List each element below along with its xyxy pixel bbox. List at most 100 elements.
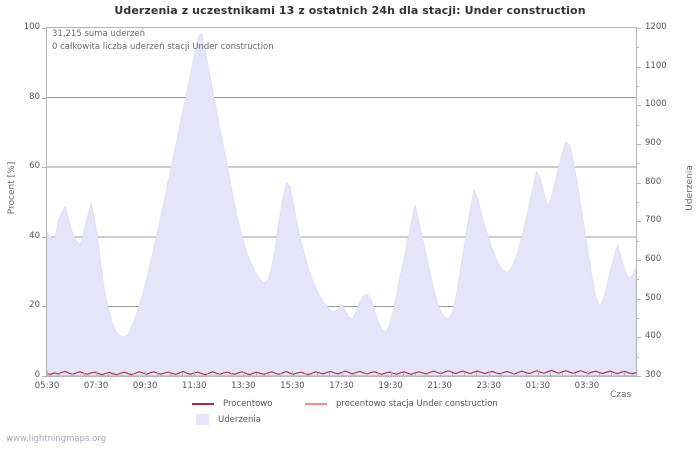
x-minor-tickmark-21 xyxy=(305,373,306,376)
y-axis-right-label: Uderzenia xyxy=(685,165,695,211)
x-minor-tickmark-2 xyxy=(72,373,73,376)
y-tick-right-1100: 1100 xyxy=(645,60,667,71)
x-axis-label: Czas xyxy=(610,390,632,400)
x-tickmark-0930 xyxy=(145,371,146,376)
y-tick-right-1200: 1200 xyxy=(645,22,667,32)
y-tickmark-right-1200 xyxy=(636,28,641,29)
y-tickmark-right-300 xyxy=(636,376,641,377)
x-minor-tickmark-30 xyxy=(415,373,416,376)
y-tick-right-800: 800 xyxy=(645,176,662,187)
y-tickmark-left-0 xyxy=(42,376,47,377)
plot-svg xyxy=(47,32,636,376)
x-tick-2130: 21:30 xyxy=(427,381,452,391)
x-minor-tickmark-29 xyxy=(403,373,404,376)
legend-item-3[interactable]: Uderzenia xyxy=(192,414,261,425)
x-minor-tickmark-3 xyxy=(84,373,85,376)
x-minor-tickmark-15 xyxy=(231,373,232,376)
y-tick-right-500: 500 xyxy=(645,292,662,303)
y-tick-left-80: 80 xyxy=(29,91,40,102)
x-tick-2330: 23:30 xyxy=(476,381,502,391)
x-minor-tickmark-7 xyxy=(133,373,134,376)
x-tick-1530: 15:30 xyxy=(280,381,305,391)
y-tickmark-right-400 xyxy=(636,337,641,338)
y-minor-tickmark-right-550 xyxy=(636,279,639,280)
x-minor-tickmark-43 xyxy=(575,373,576,376)
x-minor-tickmark-38 xyxy=(513,373,514,376)
y-minor-tickmark-right-1050 xyxy=(636,86,639,87)
x-tickmark-0530 xyxy=(47,371,48,376)
x-minor-tickmark-18 xyxy=(268,373,269,376)
x-minor-tickmark-45 xyxy=(599,373,600,376)
x-minor-tickmark-27 xyxy=(378,373,379,376)
y-tickmark-right-600 xyxy=(636,260,641,261)
x-minor-tickmark-23 xyxy=(329,373,330,376)
y-tickmark-right-1000 xyxy=(636,105,641,106)
x-minor-tickmark-14 xyxy=(219,373,220,376)
x-minor-tickmark-39 xyxy=(526,373,527,376)
x-tick-0130: 01:30 xyxy=(525,381,551,391)
x-minor-tickmark-25 xyxy=(354,373,355,376)
annotation-total-strokes: 31,215 suma uderzeń xyxy=(52,29,146,39)
legend-line-swatch xyxy=(192,403,214,405)
x-tick-0730: 07:30 xyxy=(83,381,109,391)
y-tickmark-right-900 xyxy=(636,144,641,145)
x-tick-1930: 19:30 xyxy=(378,381,403,391)
x-tickmark-1930 xyxy=(391,371,392,376)
y-tick-left-40: 40 xyxy=(29,230,40,241)
y-tick-left-100: 100 xyxy=(23,22,40,32)
x-tick-0930: 09:30 xyxy=(132,381,158,391)
x-minor-tickmark-35 xyxy=(476,373,477,376)
legend-item-2[interactable]: procentowo stacja Under construction xyxy=(305,399,498,409)
x-tickmark-1530 xyxy=(292,371,293,376)
y-tick-right-700: 700 xyxy=(645,215,662,226)
x-minor-tickmark-13 xyxy=(207,373,208,376)
y-tickmark-right-700 xyxy=(636,221,641,222)
legend-line-swatch xyxy=(305,403,327,405)
y-tick-right-900: 900 xyxy=(645,138,662,148)
y-minor-tickmark-right-950 xyxy=(636,125,639,126)
x-minor-tickmark-33 xyxy=(452,373,453,376)
legend-label: Procentowo xyxy=(223,399,273,409)
x-tickmark-1330 xyxy=(243,371,244,376)
legend-area-swatch xyxy=(196,414,209,425)
x-minor-tickmark-11 xyxy=(182,373,183,376)
y-tickmark-left-60 xyxy=(42,167,47,168)
x-tickmark-0730 xyxy=(96,371,97,376)
legend-label: Uderzenia xyxy=(218,414,261,425)
x-tickmark-0330 xyxy=(587,371,588,376)
y-tick-left-60: 60 xyxy=(29,161,40,172)
y-tick-left-20: 20 xyxy=(29,300,40,311)
y-tick-right-300: 300 xyxy=(645,370,662,380)
y-tick-right-600: 600 xyxy=(645,254,662,264)
y-minor-tickmark-right-350 xyxy=(636,357,639,358)
footer-attribution: www.lightningmaps.org xyxy=(6,434,107,444)
x-minor-tickmark-41 xyxy=(550,373,551,376)
x-minor-tickmark-34 xyxy=(464,373,465,376)
x-minor-tickmark-46 xyxy=(611,373,612,376)
x-tick-0330: 03:30 xyxy=(574,381,600,391)
x-tick-1730: 17:30 xyxy=(329,381,354,391)
x-tickmark-2130 xyxy=(440,371,441,376)
x-minor-tickmark-47 xyxy=(624,373,625,376)
legend-item-1[interactable]: Procentowo xyxy=(192,399,272,409)
y-minor-tickmark-right-750 xyxy=(636,202,639,203)
x-minor-tickmark-42 xyxy=(562,373,563,376)
x-minor-tickmark-5 xyxy=(108,373,109,376)
x-minor-tickmark-19 xyxy=(280,373,281,376)
x-tickmark-1130 xyxy=(194,371,195,376)
x-minor-tickmark-37 xyxy=(501,373,502,376)
legend-label: procentowo stacja Under construction xyxy=(336,399,498,409)
x-minor-tickmark-17 xyxy=(256,373,257,376)
y-tickmark-right-800 xyxy=(636,183,641,184)
y-minor-tickmark-right-450 xyxy=(636,318,639,319)
x-minor-tickmark-1 xyxy=(59,373,60,376)
x-tickmark-1730 xyxy=(342,371,343,376)
y-tickmark-right-1100 xyxy=(636,67,641,68)
y-tick-right-1000: 1000 xyxy=(645,99,667,110)
x-minor-tickmark-10 xyxy=(170,373,171,376)
x-tick-0530: 05:30 xyxy=(34,381,60,391)
y-tickmark-left-20 xyxy=(42,306,47,307)
x-tickmark-2330 xyxy=(489,371,490,376)
x-tick-1330: 13:30 xyxy=(231,381,256,391)
